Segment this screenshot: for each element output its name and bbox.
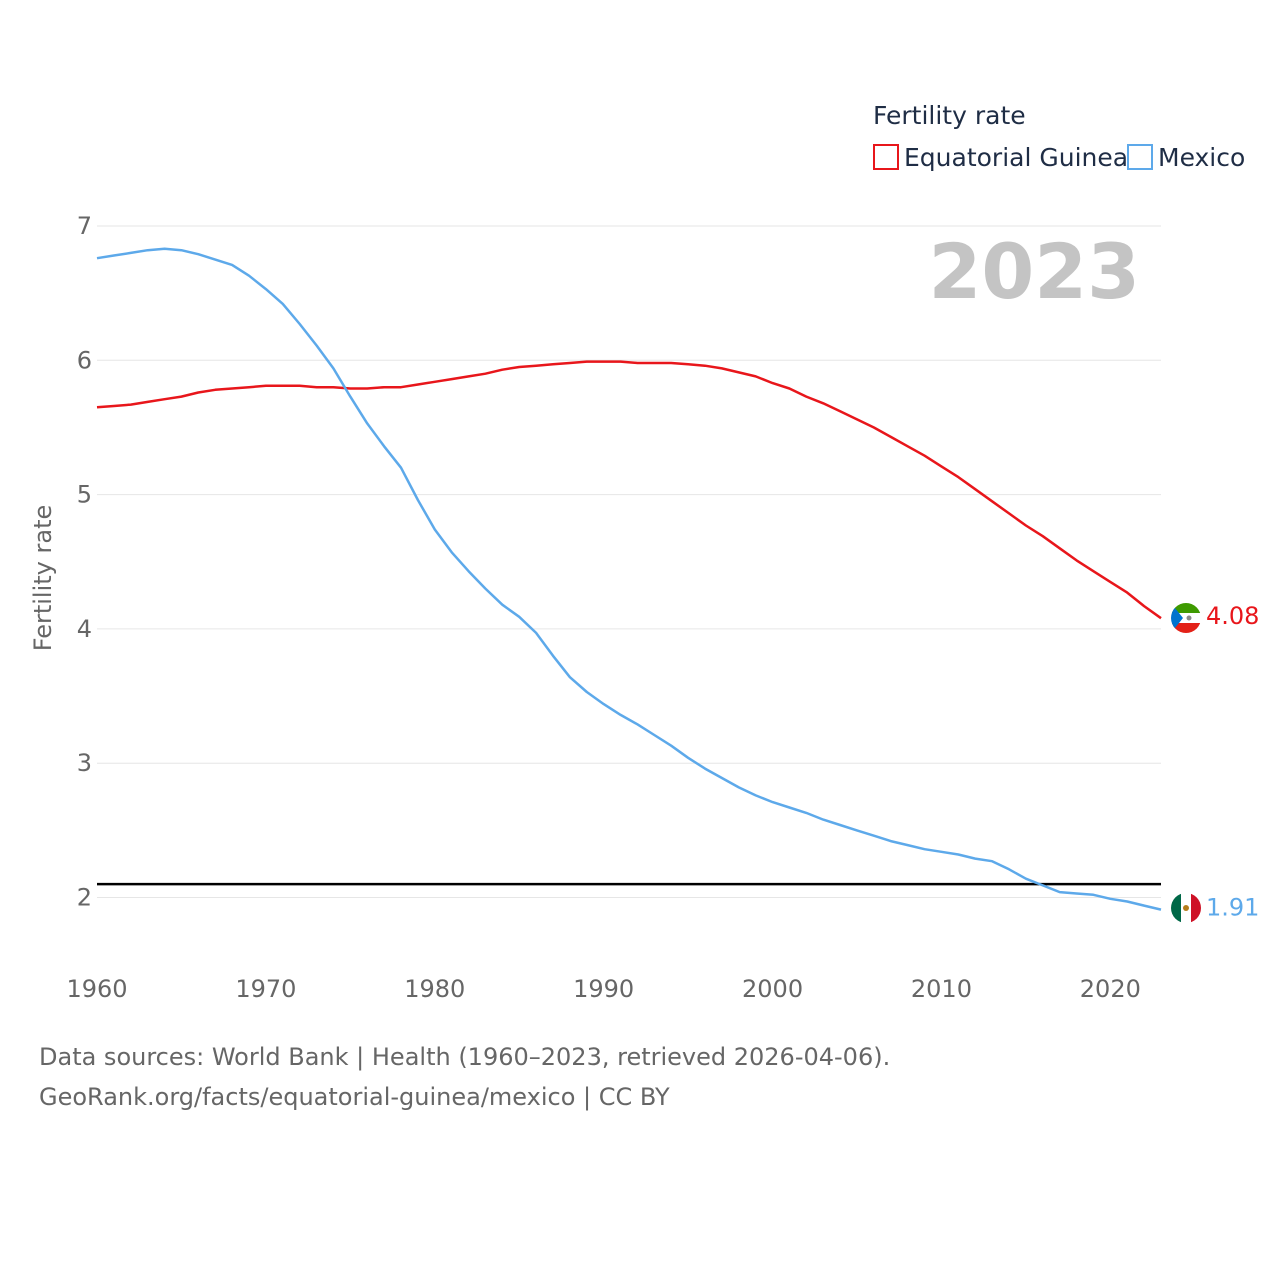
y-tick-label: 2 [77, 884, 92, 912]
legend-label-mexico: Mexico [1158, 143, 1245, 172]
legend-swatch-mexico [1127, 144, 1153, 170]
legend-swatch-equatorial-guinea [873, 144, 899, 170]
series-line-mexico[interactable] [96, 247, 1162, 911]
x-tick-label: 2020 [1080, 975, 1141, 1003]
x-tick-label: 1960 [66, 975, 127, 1003]
end-value-mexico: 1.91 [1206, 894, 1259, 922]
footer-sources: Data sources: World Bank | Health (1960–… [39, 1043, 891, 1071]
y-axis-ticks: 2 3 4 5 6 7 [77, 212, 92, 912]
mexico-flag-icon [1171, 893, 1201, 923]
legend-item-mexico[interactable]: Mexico [1127, 143, 1245, 172]
x-tick-label: 2000 [742, 975, 803, 1003]
year-label: 2023 [928, 227, 1140, 316]
x-tick-label: 2010 [911, 975, 972, 1003]
legend-item-equatorial-guinea[interactable]: Equatorial Guinea [873, 143, 1128, 172]
x-tick-label: 1970 [235, 975, 296, 1003]
y-tick-label: 3 [77, 749, 92, 777]
end-value-equatorial-guinea: 4.08 [1206, 602, 1259, 630]
y-tick-label: 7 [77, 212, 92, 240]
series-line-equatorial-guinea[interactable] [96, 360, 1162, 620]
y-axis-title: Fertility rate [29, 505, 57, 652]
legend-label-equatorial-guinea: Equatorial Guinea [904, 143, 1128, 172]
gridlines [97, 225, 1161, 898]
x-tick-label: 1990 [573, 975, 634, 1003]
x-axis-ticks: 1960 1970 1980 1990 2000 2010 2020 [66, 975, 1140, 1003]
y-tick-label: 5 [77, 481, 92, 509]
y-tick-label: 4 [77, 615, 92, 643]
y-tick-label: 6 [77, 346, 92, 374]
x-tick-label: 1980 [404, 975, 465, 1003]
legend-title: Fertility rate [873, 101, 1026, 130]
footer-link[interactable]: GeoRank.org/facts/equatorial-guinea/mexi… [39, 1083, 670, 1111]
equatorial-guinea-flag-icon [1171, 603, 1201, 633]
